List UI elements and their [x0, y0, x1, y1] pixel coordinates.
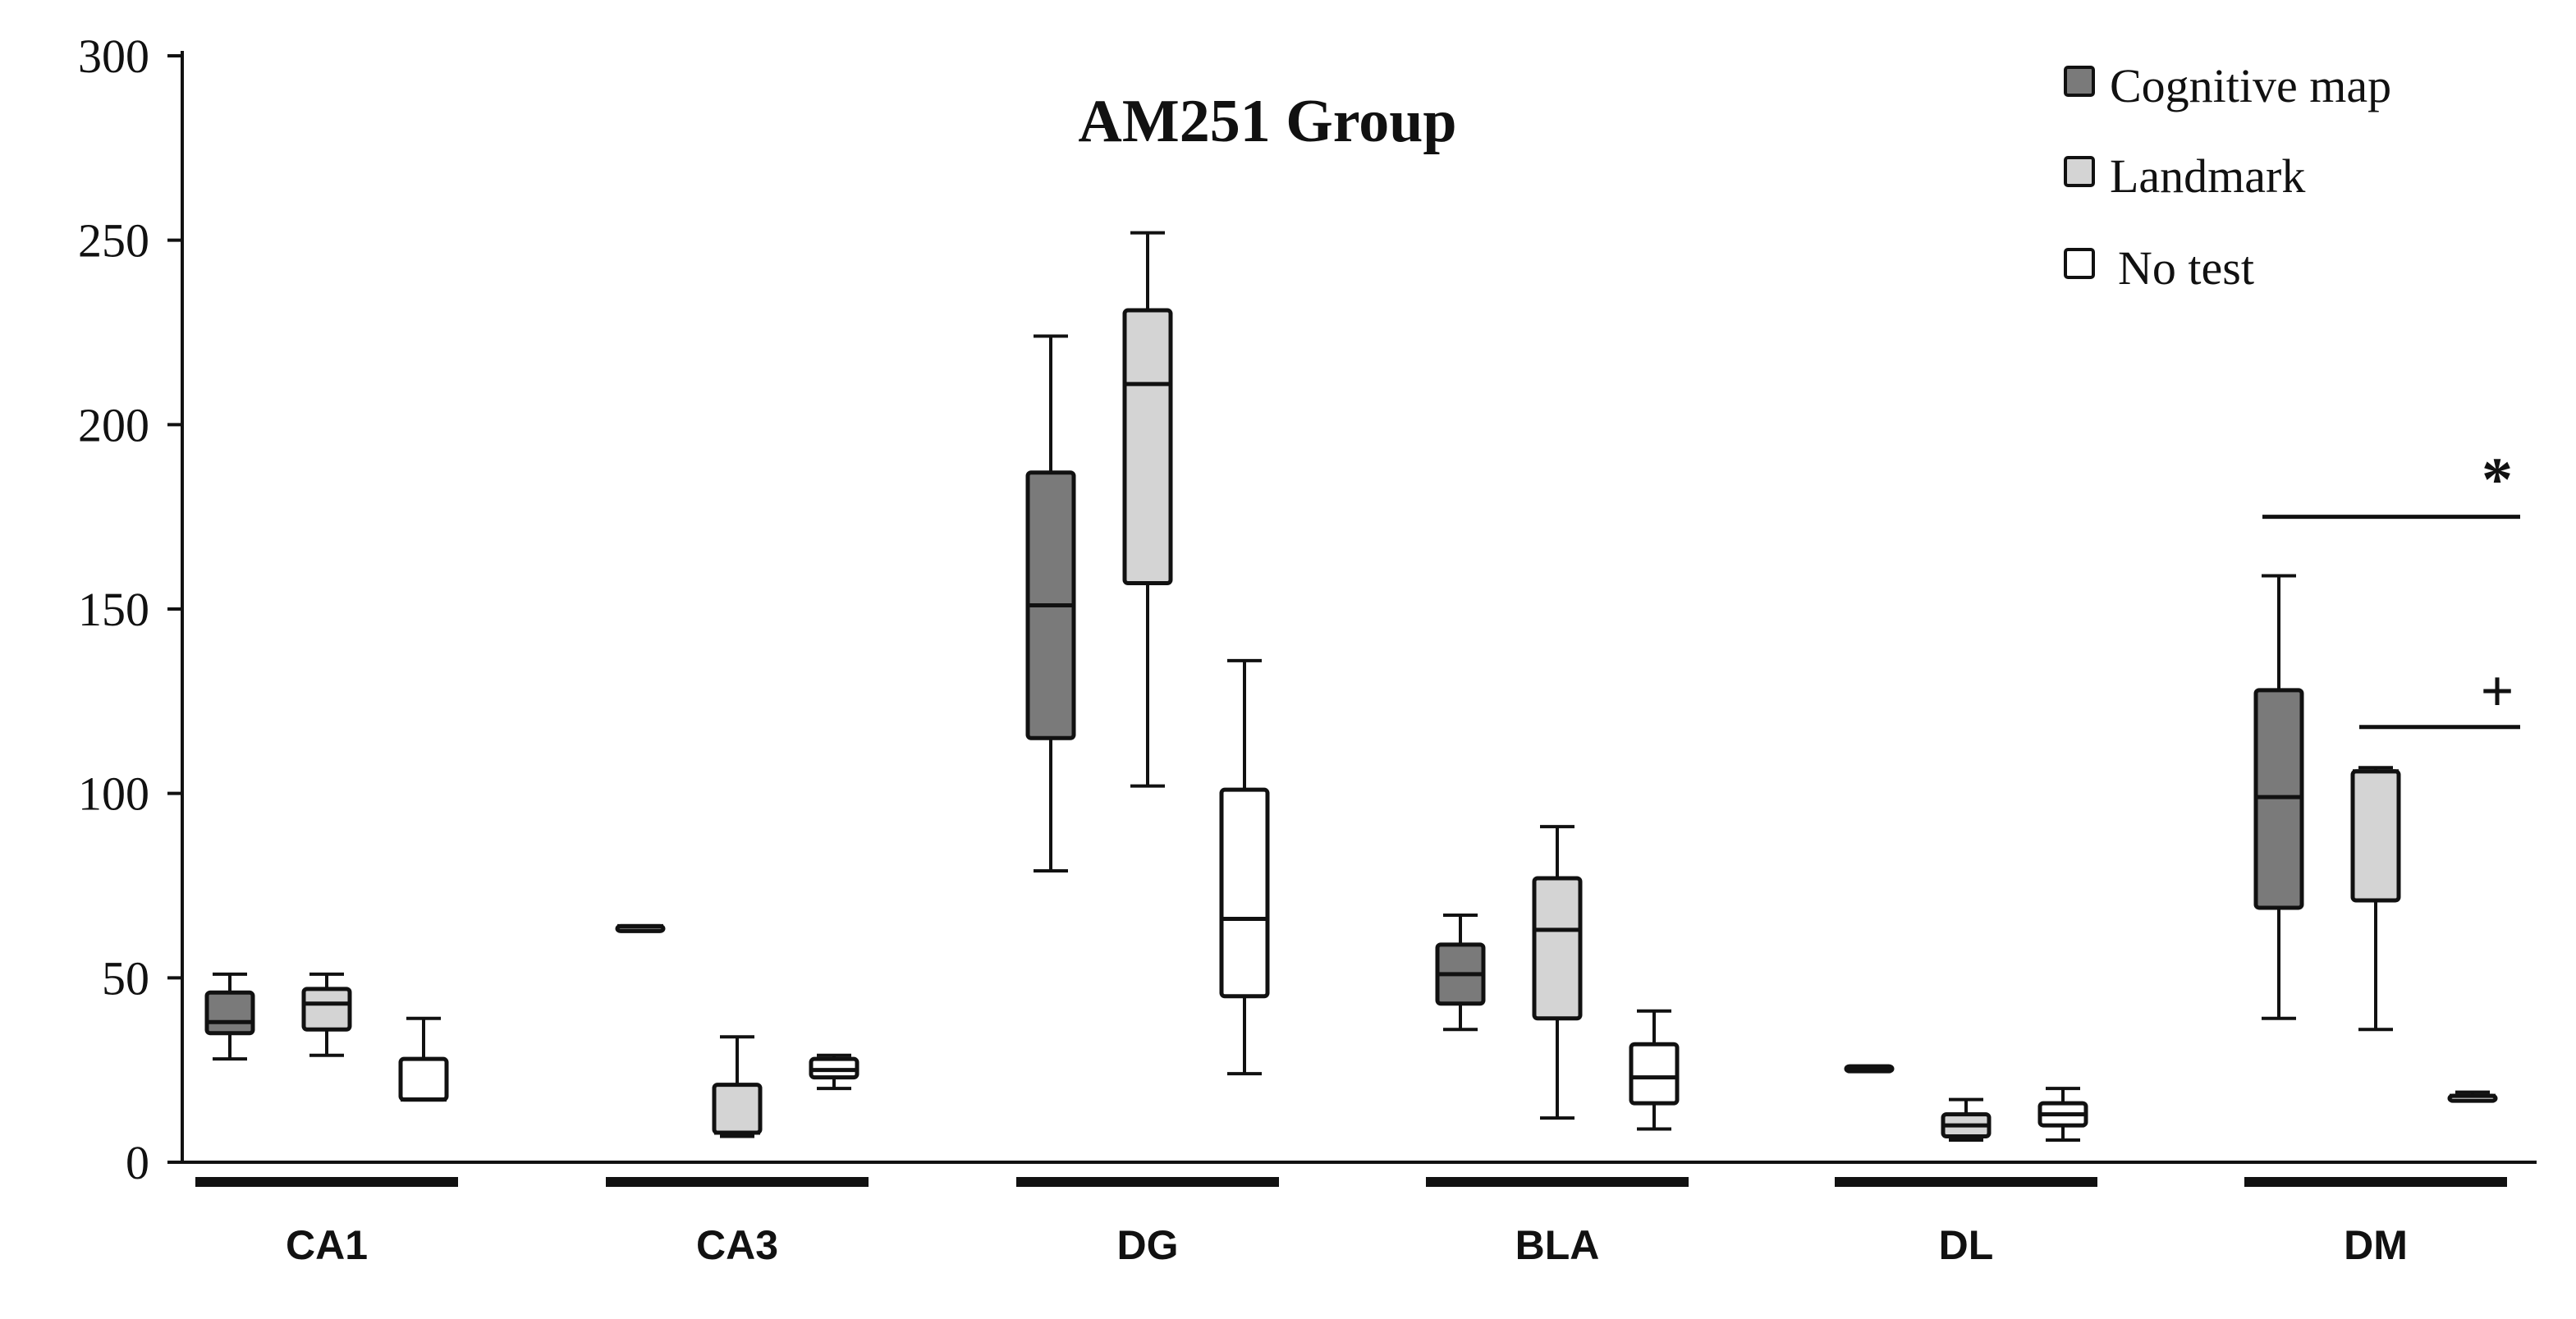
box-landmark-bla	[1532, 825, 1583, 1120]
interquartile-box	[1629, 1042, 1680, 1106]
interquartile-box	[712, 1083, 763, 1135]
interquartile-box	[301, 987, 352, 1032]
legend-label: Landmark	[2110, 149, 2305, 203]
legend-item-landmark: Landmark	[2064, 149, 2305, 203]
box-no-test-dl	[2037, 1087, 2088, 1143]
box-cognitive-map-ca1	[204, 972, 255, 1061]
interquartile-box	[2350, 769, 2401, 903]
box-no-test-ca1	[398, 1016, 449, 1102]
y-tick-label: 100	[78, 767, 149, 821]
interquartile-box	[1122, 308, 1173, 586]
box-no-test-ca3	[809, 1053, 859, 1091]
plot-area	[204, 231, 2498, 1143]
legend-label: Cognitive map	[2110, 59, 2391, 112]
interquartile-box	[398, 1056, 449, 1102]
y-axis: 0 50 100 150 200 250 300	[78, 30, 184, 1189]
x-category-label-bla: BLA	[1515, 1222, 1600, 1268]
box-no-test-dg	[1219, 658, 1270, 1076]
box-cognitive-map-ca3	[615, 923, 666, 933]
box-landmark-dl	[1941, 1097, 1992, 1143]
box-cognitive-map-bla	[1435, 913, 1486, 1032]
interquartile-box	[204, 990, 255, 1036]
legend-swatch	[2064, 156, 2095, 187]
legend-item-cognitive-map: Cognitive map	[2064, 59, 2391, 112]
chart-title: AM251 Group	[1078, 88, 1456, 155]
y-tick-label: 200	[78, 398, 149, 451]
y-tick-label: 150	[78, 583, 149, 636]
box-landmark-dg	[1122, 231, 1173, 788]
interquartile-box	[1219, 787, 1270, 999]
legend-swatch	[2064, 66, 2095, 97]
x-category-label-dg: DG	[1117, 1222, 1179, 1268]
significance-label: *	[2482, 446, 2513, 515]
box-landmark-dm	[2350, 766, 2401, 1032]
legend: Cognitive map Landmark No test	[2064, 59, 2391, 295]
legend-swatch	[2064, 248, 2095, 279]
x-axis: CA1 CA3 DG BLA DL DM	[182, 1161, 2537, 1268]
x-category-label-ca1: CA1	[286, 1222, 368, 1268]
box-landmark-ca1	[301, 972, 352, 1057]
x-category-label-ca3: CA3	[696, 1222, 778, 1268]
box-cognitive-map-dg	[1025, 334, 1076, 873]
y-tick-label: 50	[102, 951, 149, 1005]
y-tick-label: 0	[126, 1136, 149, 1189]
x-category-label-dm: DM	[2344, 1222, 2408, 1268]
x-category-label-dl: DL	[1939, 1222, 1994, 1268]
interquartile-box	[1532, 876, 1583, 1021]
box-no-test-bla	[1629, 1009, 1680, 1131]
significance-label: +	[2480, 658, 2514, 724]
significance-annotations: *+	[2262, 446, 2520, 730]
box-cognitive-map-dm	[2253, 574, 2304, 1020]
box-cognitive-map-dl	[1844, 1064, 1895, 1074]
legend-item-no-test: No test	[2064, 241, 2254, 295]
legend-label: No test	[2118, 241, 2254, 295]
y-tick-label: 250	[78, 214, 149, 268]
y-tick-label: 300	[78, 30, 149, 83]
box-no-test-dm	[2447, 1090, 2498, 1103]
box-landmark-ca3	[712, 1035, 763, 1138]
